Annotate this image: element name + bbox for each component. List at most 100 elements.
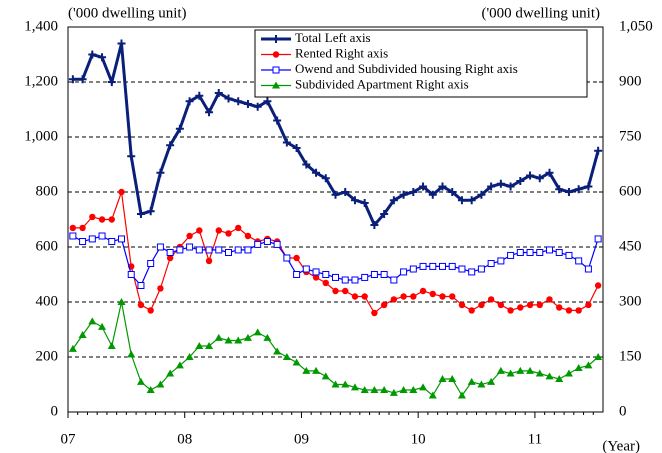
marker <box>370 271 378 278</box>
marker <box>439 262 446 270</box>
marker <box>332 273 339 281</box>
marker <box>244 232 252 240</box>
marker <box>185 353 194 360</box>
marker <box>585 301 592 309</box>
marker <box>117 39 126 48</box>
marker <box>584 361 593 369</box>
marker <box>175 361 184 369</box>
marker <box>361 273 369 281</box>
marker <box>468 307 475 314</box>
marker <box>88 235 96 243</box>
marker <box>457 196 466 205</box>
marker <box>253 102 262 111</box>
x-tick-label: 11 <box>528 431 542 447</box>
marker <box>272 81 280 89</box>
marker <box>594 353 603 360</box>
marker <box>564 188 573 196</box>
marker <box>507 251 515 259</box>
marker <box>157 285 164 292</box>
marker <box>389 196 398 205</box>
marker <box>594 235 602 243</box>
marker <box>516 177 525 185</box>
marker <box>429 290 436 298</box>
legend-label: Subdivided Apartment Right axis <box>295 76 469 91</box>
marker <box>302 160 311 169</box>
marker <box>350 383 359 391</box>
marker <box>302 265 310 273</box>
marker <box>225 230 232 237</box>
marker <box>575 257 583 265</box>
marker <box>147 307 154 314</box>
marker <box>487 296 495 303</box>
marker <box>166 254 174 262</box>
marker <box>89 213 96 221</box>
marker <box>322 271 330 278</box>
marker <box>341 188 350 196</box>
marker <box>341 276 349 284</box>
y-tick-label: 1,200 <box>24 73 58 89</box>
marker <box>361 293 368 300</box>
marker <box>127 271 135 278</box>
marker <box>351 276 359 284</box>
marker <box>496 366 505 374</box>
marker <box>272 35 280 43</box>
marker <box>205 342 214 349</box>
marker <box>234 336 243 344</box>
marker <box>166 369 175 377</box>
x-tick-label: 10 <box>411 431 426 447</box>
marker <box>292 358 301 366</box>
marker <box>196 227 203 234</box>
marker <box>88 50 97 59</box>
y-tick-label: 200 <box>36 348 59 364</box>
y2-tick-label: 0 <box>619 403 627 419</box>
marker <box>98 53 107 62</box>
y2-tick-label: 150 <box>619 348 642 364</box>
marker <box>467 196 476 205</box>
y-tick-label: 800 <box>36 183 59 199</box>
marker <box>282 138 291 147</box>
marker <box>438 182 447 191</box>
marker <box>108 216 115 223</box>
marker <box>224 94 233 103</box>
marker <box>215 227 222 234</box>
marker <box>205 257 213 265</box>
marker <box>263 333 272 341</box>
marker <box>487 260 495 267</box>
x-tick-label: 08 <box>177 431 192 447</box>
marker <box>68 75 77 84</box>
marker <box>136 377 145 385</box>
marker <box>449 293 456 300</box>
marker <box>526 249 534 256</box>
marker <box>272 51 280 58</box>
marker <box>448 262 456 270</box>
marker <box>594 146 603 155</box>
marker <box>156 380 165 388</box>
marker <box>399 386 408 393</box>
marker <box>146 207 155 216</box>
marker <box>253 328 262 336</box>
marker <box>156 168 165 177</box>
marker <box>477 190 486 199</box>
marker <box>215 246 223 254</box>
marker <box>458 265 466 273</box>
y2-unit-label: ('000 dwelling unit) <box>481 5 600 21</box>
marker <box>137 301 145 309</box>
marker <box>146 386 155 393</box>
marker <box>448 375 457 382</box>
marker <box>254 240 262 248</box>
marker <box>351 293 359 300</box>
marker <box>390 296 398 303</box>
marker <box>370 386 379 393</box>
legend-label: Rented Right axis <box>295 45 388 60</box>
x-tick-label: 07 <box>61 431 77 447</box>
marker <box>526 171 535 180</box>
marker <box>263 97 272 106</box>
marker <box>273 347 282 355</box>
marker <box>419 262 427 270</box>
y-tick-label: 1,400 <box>24 18 58 34</box>
marker <box>214 333 223 341</box>
marker <box>565 307 573 314</box>
marker <box>409 188 418 196</box>
marker <box>341 380 350 388</box>
marker <box>419 182 428 191</box>
